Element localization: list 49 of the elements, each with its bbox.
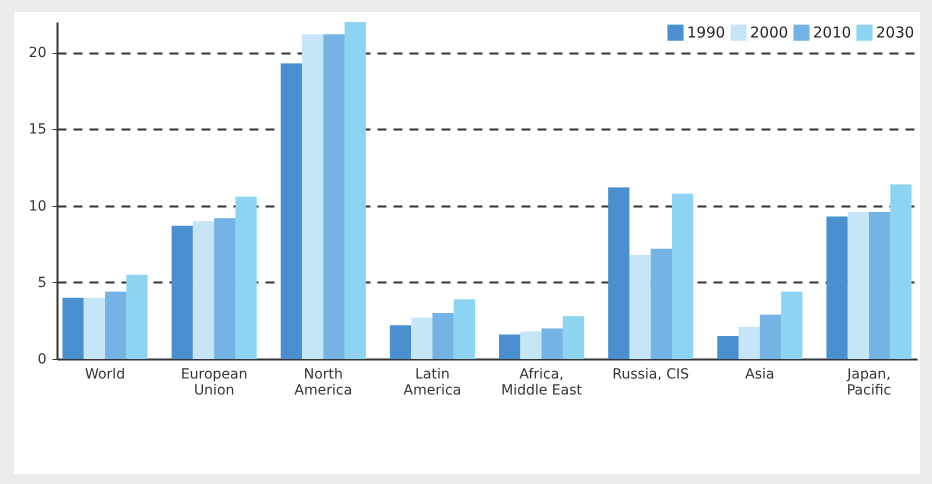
bar [411, 318, 432, 359]
bar [126, 274, 148, 359]
legend-label: 1990 [687, 24, 726, 42]
bar [62, 298, 84, 359]
bar [781, 292, 802, 359]
legend-label: 2000 [750, 24, 788, 42]
bar [760, 314, 782, 359]
x-tick-label: World [84, 366, 126, 382]
bar [390, 325, 412, 359]
x-tick-label: Asia [745, 366, 775, 382]
bar [520, 331, 542, 359]
y-tick-label: 20 [28, 45, 46, 62]
bar [608, 187, 630, 359]
bar [562, 316, 584, 359]
bar [214, 218, 236, 359]
bar [890, 184, 912, 359]
bar [302, 34, 324, 359]
x-tick-label: Russia, CIS [612, 366, 690, 382]
bar [542, 328, 563, 359]
y-tick-label: 5 [38, 274, 46, 291]
bar [105, 292, 126, 359]
bar [650, 248, 672, 359]
y-tick-label: 15 [28, 122, 46, 138]
legend-label: 2030 [876, 24, 914, 42]
bar [432, 313, 454, 359]
bar [629, 254, 651, 359]
bar [344, 22, 366, 359]
bar [717, 336, 739, 359]
x-tick-label: Japan, Pacific [846, 366, 892, 398]
bar [235, 196, 257, 359]
bar [499, 334, 520, 359]
x-tick-label: European Union [180, 366, 248, 398]
bar [323, 34, 345, 359]
y-tick-label: 10 [28, 198, 46, 214]
bar [868, 212, 890, 359]
bar [454, 299, 475, 359]
x-tick-label: Africa, Middle East [501, 366, 583, 398]
bar [848, 212, 869, 359]
bar [826, 216, 848, 359]
bar [192, 221, 214, 359]
bar [172, 226, 193, 359]
y-tick-label: 0 [38, 352, 46, 368]
bar [280, 63, 302, 359]
bar [738, 326, 760, 359]
bar [84, 298, 106, 359]
bar [672, 194, 694, 359]
x-tick-label: North America [294, 366, 352, 398]
legend-label: 2010 [813, 24, 852, 42]
x-tick-label: Latin America [404, 366, 462, 398]
